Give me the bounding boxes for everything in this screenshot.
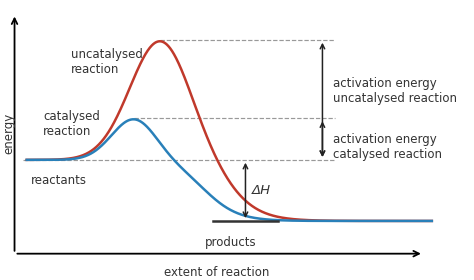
Text: activation energy
uncatalysed reaction: activation energy uncatalysed reaction — [333, 77, 456, 105]
Text: products: products — [205, 236, 256, 249]
Text: reactants: reactants — [31, 174, 87, 187]
Text: extent of reaction: extent of reaction — [164, 266, 270, 279]
Text: ΔH: ΔH — [252, 184, 271, 197]
Text: activation energy
catalysed reaction: activation energy catalysed reaction — [333, 133, 442, 161]
Text: energy: energy — [2, 113, 15, 154]
Text: uncatalysed
reaction: uncatalysed reaction — [71, 48, 143, 76]
Text: catalysed
reaction: catalysed reaction — [43, 110, 100, 138]
